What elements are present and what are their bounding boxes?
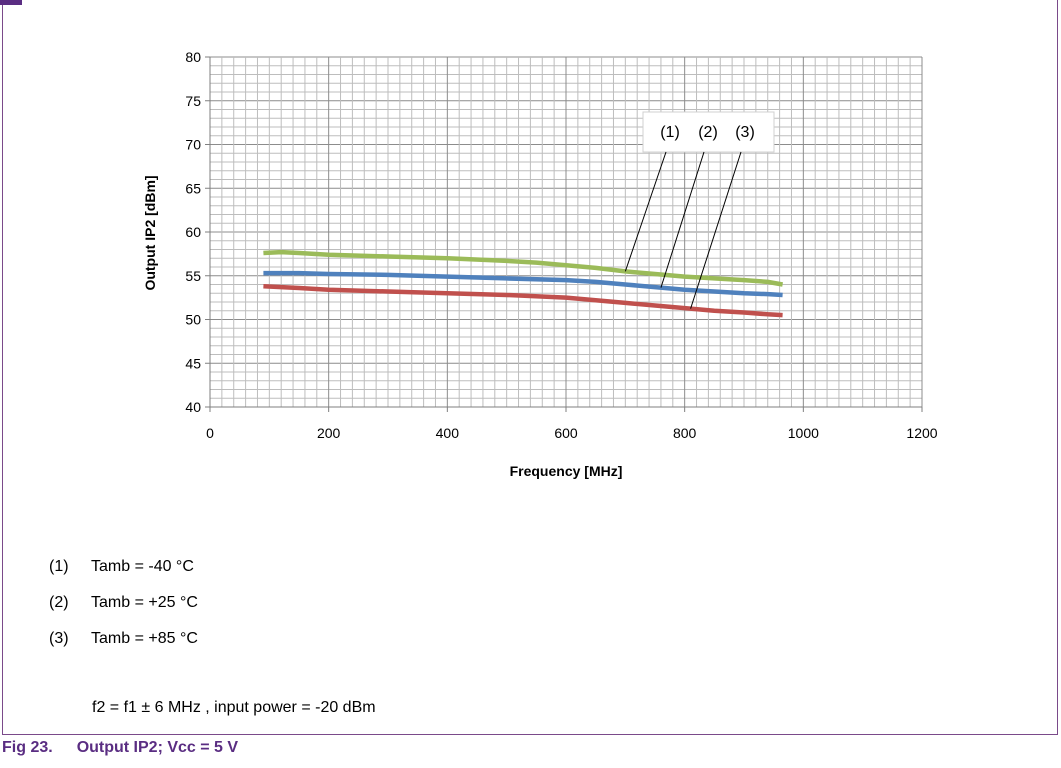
series-line-2: [263, 270, 783, 298]
callout-leader-line: [624, 151, 667, 272]
legend-number: (3): [49, 630, 69, 647]
y-tick-label: 50: [185, 312, 201, 328]
legend-text: Tamb = +25 °C: [91, 594, 198, 611]
series-lines: [263, 249, 783, 318]
y-tick-label: 80: [185, 49, 201, 65]
x-tick-label: 800: [673, 425, 697, 441]
x-tick-label: 1200: [906, 425, 937, 441]
legend-number: (2): [49, 594, 69, 611]
x-tick-label: 1000: [788, 425, 819, 441]
y-tick-label: 65: [185, 180, 201, 196]
callout-leader-line: [690, 151, 742, 309]
series-line-3: [263, 284, 783, 318]
y-axis-label: Output IP2 [dBm]: [142, 175, 158, 290]
x-tick-label: 600: [554, 425, 578, 441]
axis-labels: Frequency [MHz] Output IP2 [dBm]: [142, 175, 622, 479]
figure-caption: Fig 23. Output IP2; Vcc = 5 V: [2, 739, 238, 757]
y-tick-label: 60: [185, 224, 201, 240]
series-line-1: [263, 249, 783, 287]
x-tick-label: 400: [436, 425, 460, 441]
legend-text: Tamb = +85 °C: [91, 630, 198, 647]
figure-frame: [2, 0, 1058, 735]
annotation-box: [642, 111, 775, 153]
y-tick-label: 70: [185, 137, 201, 153]
x-tick-label: 0: [206, 425, 214, 441]
callout-label: (3): [735, 124, 755, 141]
grid-lines: [210, 56, 923, 407]
figure-number: Fig 23.: [2, 739, 53, 756]
header-accent-bar: [0, 0, 22, 5]
callout-label: (2): [698, 124, 718, 141]
x-tick-label: 200: [317, 425, 341, 441]
figure-title: Output IP2; Vcc = 5 V: [76, 739, 239, 756]
legend-text: Tamb = -40 °C: [91, 558, 194, 575]
legend-item-3: (3) Tamb = +85 °C: [49, 630, 198, 648]
x-axis-label: Frequency [MHz]: [510, 463, 623, 479]
callout-label: (1): [660, 124, 680, 141]
legend-number: (1): [49, 558, 69, 575]
test-condition-note: f2 = f1 ± 6 MHz , input power = -20 dBm: [92, 699, 376, 716]
y-tick-label: 45: [185, 355, 201, 371]
legend-item-1: (1) Tamb = -40 °C: [49, 558, 194, 576]
y-tick-label: 55: [185, 268, 201, 284]
callout-leader-line: [660, 151, 705, 288]
annotation-callouts: (1) (2) (3): [624, 111, 775, 309]
legend-item-2: (2) Tamb = +25 °C: [49, 594, 198, 612]
y-tick-label: 40: [185, 399, 201, 415]
y-tick-label: 75: [185, 93, 201, 109]
